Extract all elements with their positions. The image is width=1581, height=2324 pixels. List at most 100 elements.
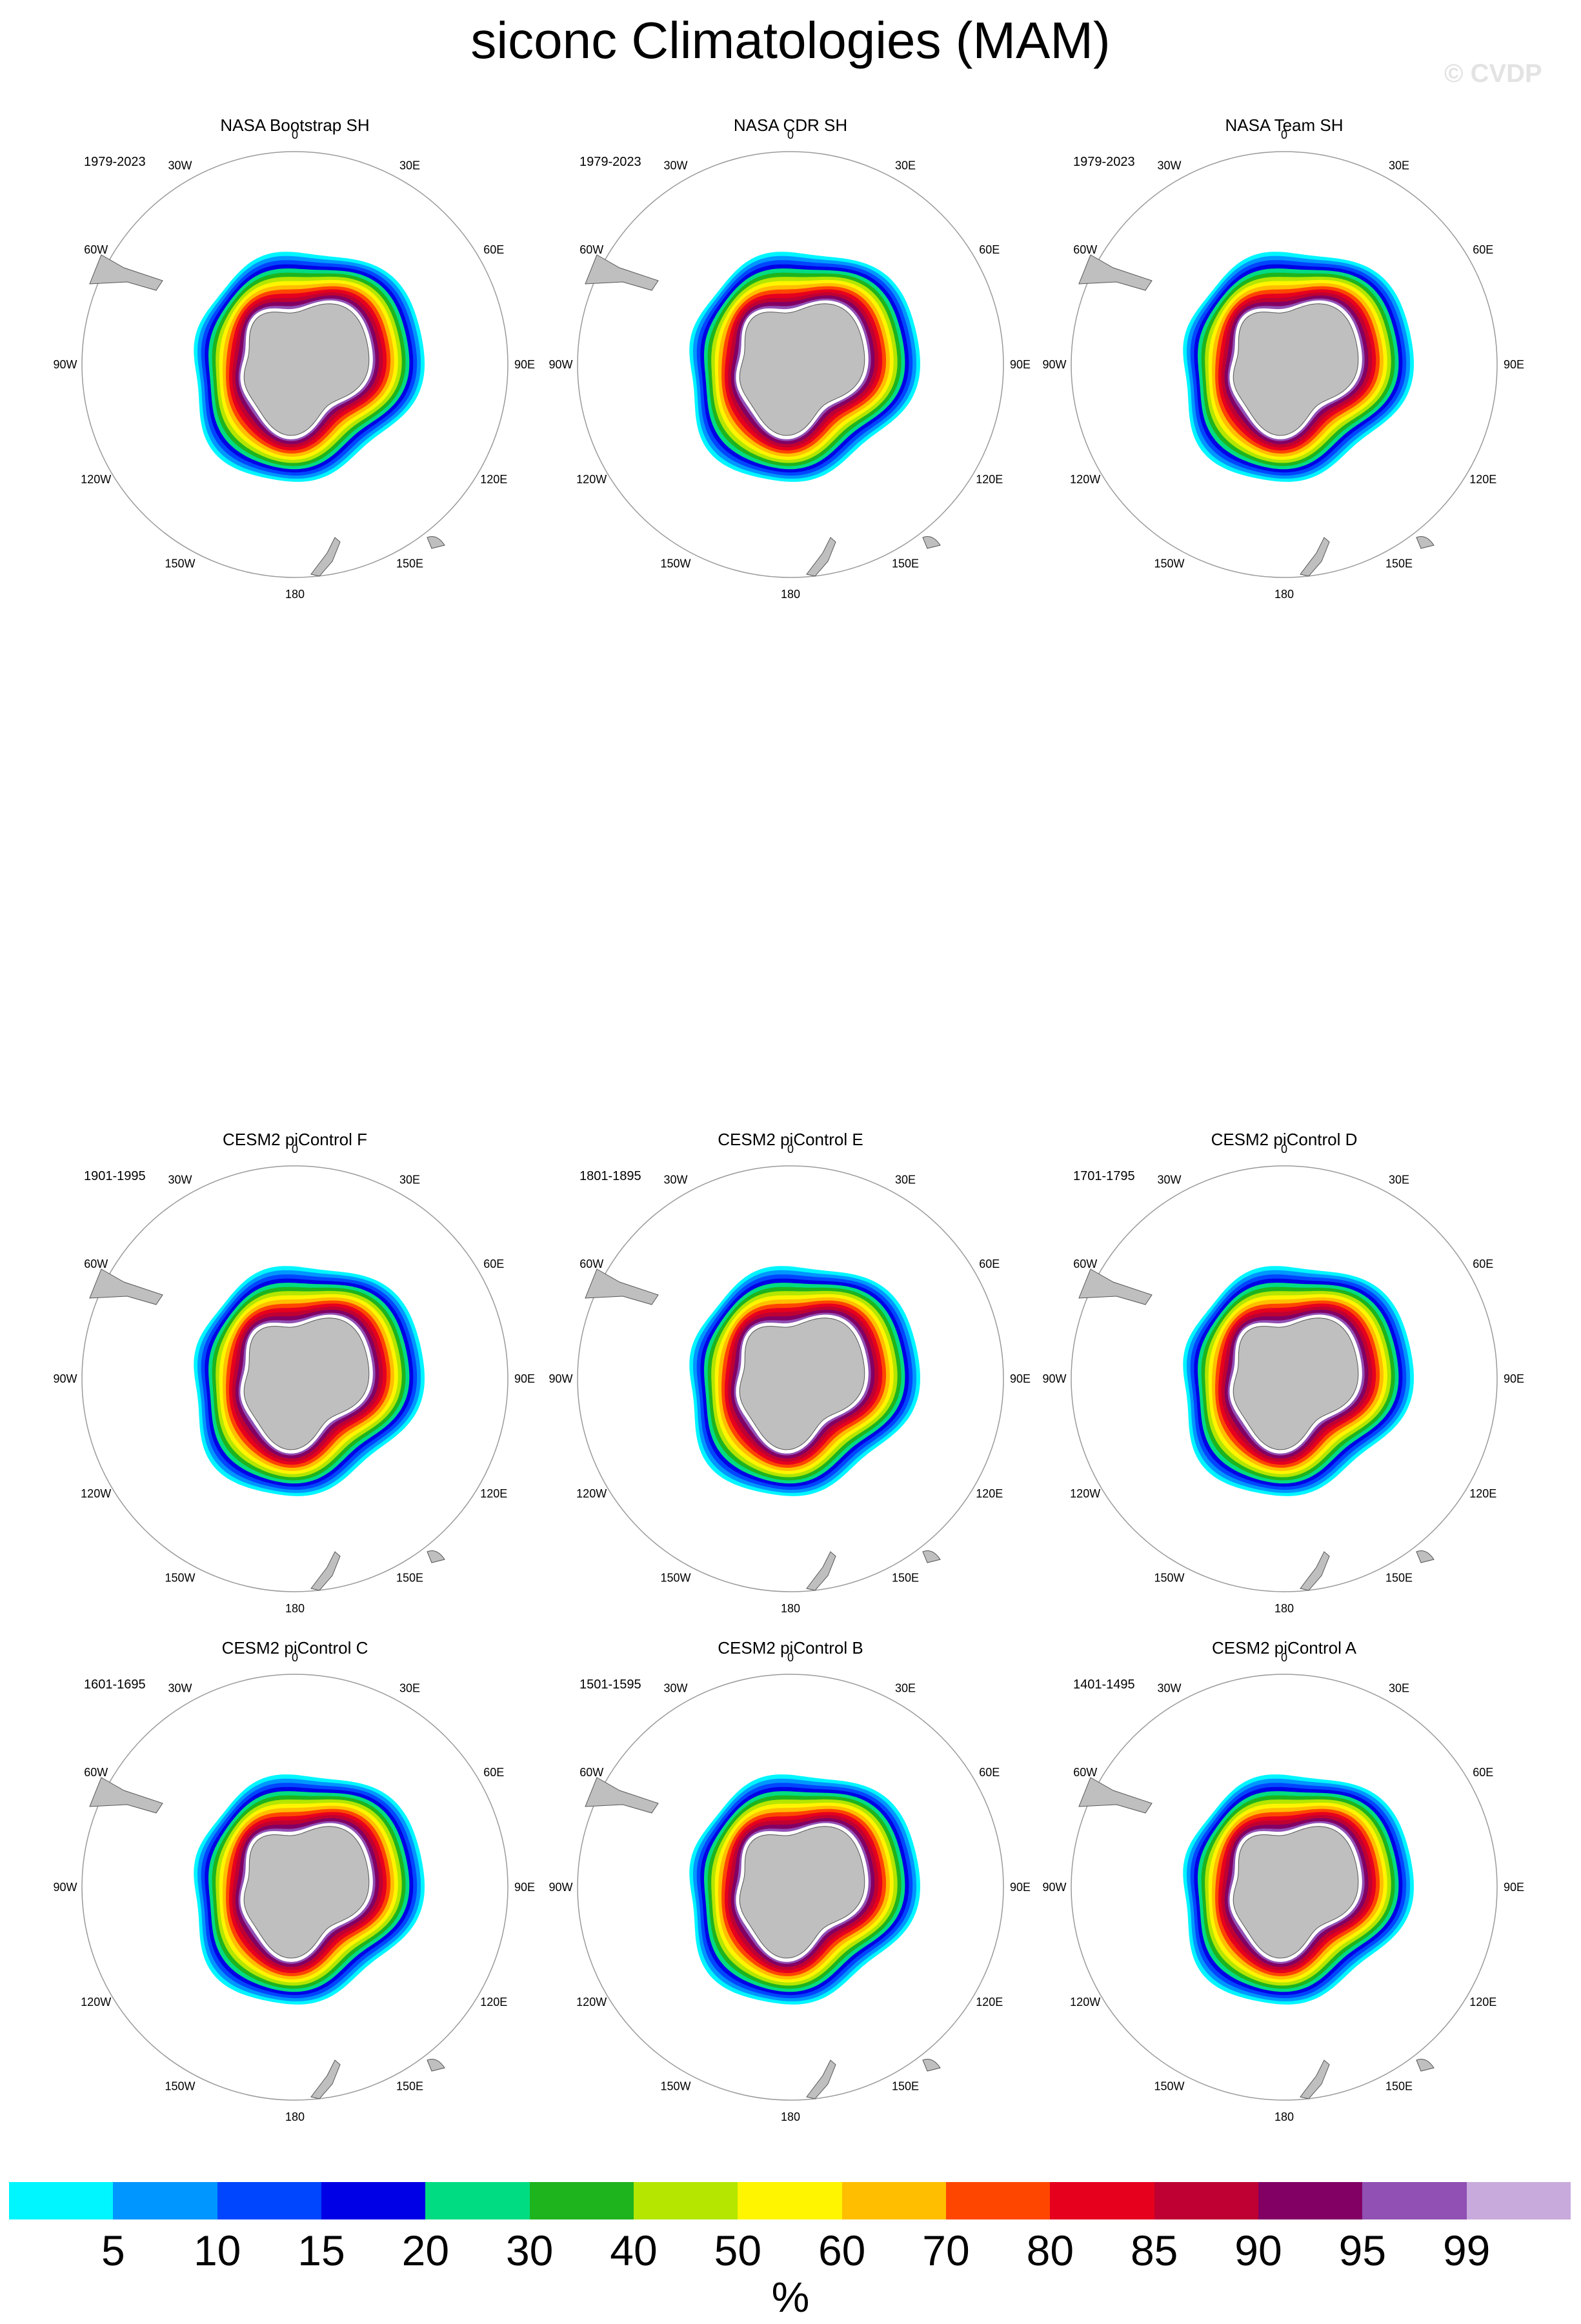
panel-years: 1979-2023 (579, 155, 641, 169)
figure-title: siconc Climatologies (MAM) (470, 12, 1111, 69)
longitude-label: 150E (892, 557, 919, 570)
map-layer (81, 151, 509, 578)
longitude-label: 120W (1070, 1487, 1100, 1500)
antarctica-land (739, 1826, 865, 1959)
map-layer (1071, 151, 1498, 578)
longitude-label: 90E (514, 1881, 535, 1894)
new-zealand-land (1300, 1551, 1330, 1591)
new-zealand-land (310, 537, 341, 577)
longitude-label: 150W (660, 2079, 690, 2092)
colorbar-units: % (771, 2273, 810, 2321)
panel-title: NASA Team SH (1225, 115, 1344, 135)
longitude-label: 150E (396, 1571, 423, 1584)
longitude-label: 30W (663, 1174, 687, 1187)
longitude-label: 90W (1042, 1372, 1066, 1385)
map-panel-5: CESM2 piControl E 1801-1895 0 30E 60E 90E 12… (542, 1129, 1039, 1619)
polar-map: 0 30E 60E 90E 120E 150E 180 150W 120W 90W 60W 30W (549, 128, 1031, 601)
panel-title: NASA CDR SH (733, 115, 848, 135)
map-layer (577, 1165, 1004, 1592)
antarctica-land (739, 1317, 865, 1450)
colorbar-box (217, 2182, 321, 2219)
colorbar-box (529, 2182, 634, 2219)
new-zealand-land (1300, 2059, 1330, 2099)
longitude-label: 150E (1385, 1571, 1413, 1584)
antarctica-land (243, 303, 370, 436)
longitude-label: 90W (1042, 1881, 1066, 1894)
longitude-label: 60W (579, 243, 603, 256)
map-layer (1071, 1165, 1498, 1592)
longitude-label: 90W (53, 1881, 77, 1894)
australia-land (427, 2059, 445, 2072)
longitude-label: 60E (979, 243, 1000, 256)
new-zealand-land (310, 2059, 341, 2099)
longitude-label: 180 (1274, 588, 1294, 601)
longitude-label: 30E (1389, 1682, 1409, 1695)
longitude-label: 60E (1473, 243, 1493, 256)
antarctica-land (1233, 303, 1359, 436)
longitude-label: 30W (663, 1682, 687, 1695)
longitude-label: 30E (399, 1174, 420, 1187)
longitude-label: 30E (1389, 1174, 1409, 1187)
longitude-label: 60W (1073, 243, 1097, 256)
longitude-label: 150E (396, 557, 423, 570)
longitude-label: 150E (1385, 2079, 1413, 2092)
panel-title: CESM2 piControl C (221, 1638, 368, 1658)
colorbar (9, 2182, 1571, 2219)
longitude-label: 180 (285, 1602, 305, 1615)
polar-map: 0 30E 60E 90E 120E 150E 180 150W 120W 90W 60W 30W (549, 1143, 1031, 1615)
longitude-label: 90W (549, 1372, 572, 1385)
longitude-label: 60W (84, 243, 108, 256)
longitude-label: 30E (895, 159, 916, 172)
colorbar-level-label: 85 (1130, 2227, 1178, 2274)
map-panel-3: NASA Team SH 1979-2023 0 30E 60E 90E 120E 150… (1036, 115, 1533, 605)
colorbar-box (1362, 2182, 1467, 2219)
polar-map: 0 30E 60E 90E 120E 150E 180 150W 120W 90W 60W 30W (53, 1143, 535, 1615)
longitude-label: 30E (399, 1682, 420, 1695)
longitude-label: 120E (480, 1996, 507, 2008)
map-panel-2: NASA CDR SH 1979-2023 0 30E 60E 90E 120E 150E… (542, 115, 1039, 605)
longitude-label: 0 (1281, 128, 1287, 141)
longitude-label: 90E (1010, 358, 1031, 371)
longitude-label: 60E (1473, 1766, 1493, 1779)
panel-title: CESM2 piControl B (718, 1638, 863, 1658)
colorbar-level-label: 70 (922, 2227, 970, 2274)
longitude-label: 30E (895, 1174, 916, 1187)
south-america-land (1078, 254, 1153, 291)
longitude-label: 30E (1389, 159, 1409, 172)
south-america-land (1078, 1777, 1153, 1814)
longitude-label: 90E (1010, 1372, 1031, 1385)
colorbar-box (633, 2182, 738, 2219)
antarctica-land (1233, 1826, 1359, 1959)
longitude-label: 150E (1385, 557, 1413, 570)
antarctica-land (243, 1826, 370, 1959)
longitude-label: 90W (549, 1881, 572, 1894)
longitude-label: 60E (1473, 1257, 1493, 1270)
longitude-label: 150W (660, 1571, 690, 1584)
longitude-label: 60W (84, 1257, 108, 1270)
australia-land (922, 2059, 941, 2072)
panel-years: 1979-2023 (84, 155, 146, 169)
panel-years: 1701-1795 (1073, 1169, 1135, 1183)
longitude-label: 0 (292, 1143, 298, 1156)
australia-land (427, 536, 445, 549)
panel-years: 1801-1895 (579, 1169, 641, 1183)
south-america-land (585, 1268, 659, 1305)
colorbar-level-label: 40 (610, 2227, 658, 2274)
longitude-label: 60E (483, 243, 504, 256)
colorbar-level-label: 80 (1026, 2227, 1074, 2274)
panel-years: 1979-2023 (1073, 155, 1135, 169)
colorbar-level-label: 15 (297, 2227, 345, 2274)
colorbar-level-label: 10 (193, 2227, 241, 2274)
colorbar-level-label: 99 (1442, 2227, 1491, 2274)
longitude-label: 180 (1274, 1602, 1294, 1615)
longitude-label: 0 (1281, 1651, 1287, 1664)
copyright-watermark: © CVDP (1444, 59, 1542, 88)
panel-years: 1901-1995 (84, 1169, 146, 1183)
longitude-label: 0 (292, 1651, 298, 1664)
map-panel-8: CESM2 piControl B 1501-1595 0 30E 60E 90E 12… (542, 1638, 1039, 2128)
colorbar-box (738, 2182, 842, 2219)
longitude-label: 0 (787, 128, 794, 141)
longitude-label: 120E (1469, 1996, 1496, 2008)
longitude-label: 120E (480, 473, 507, 486)
polar-map: 0 30E 60E 90E 120E 150E 180 150W 120W 90W 60W 30W (549, 1651, 1031, 2123)
